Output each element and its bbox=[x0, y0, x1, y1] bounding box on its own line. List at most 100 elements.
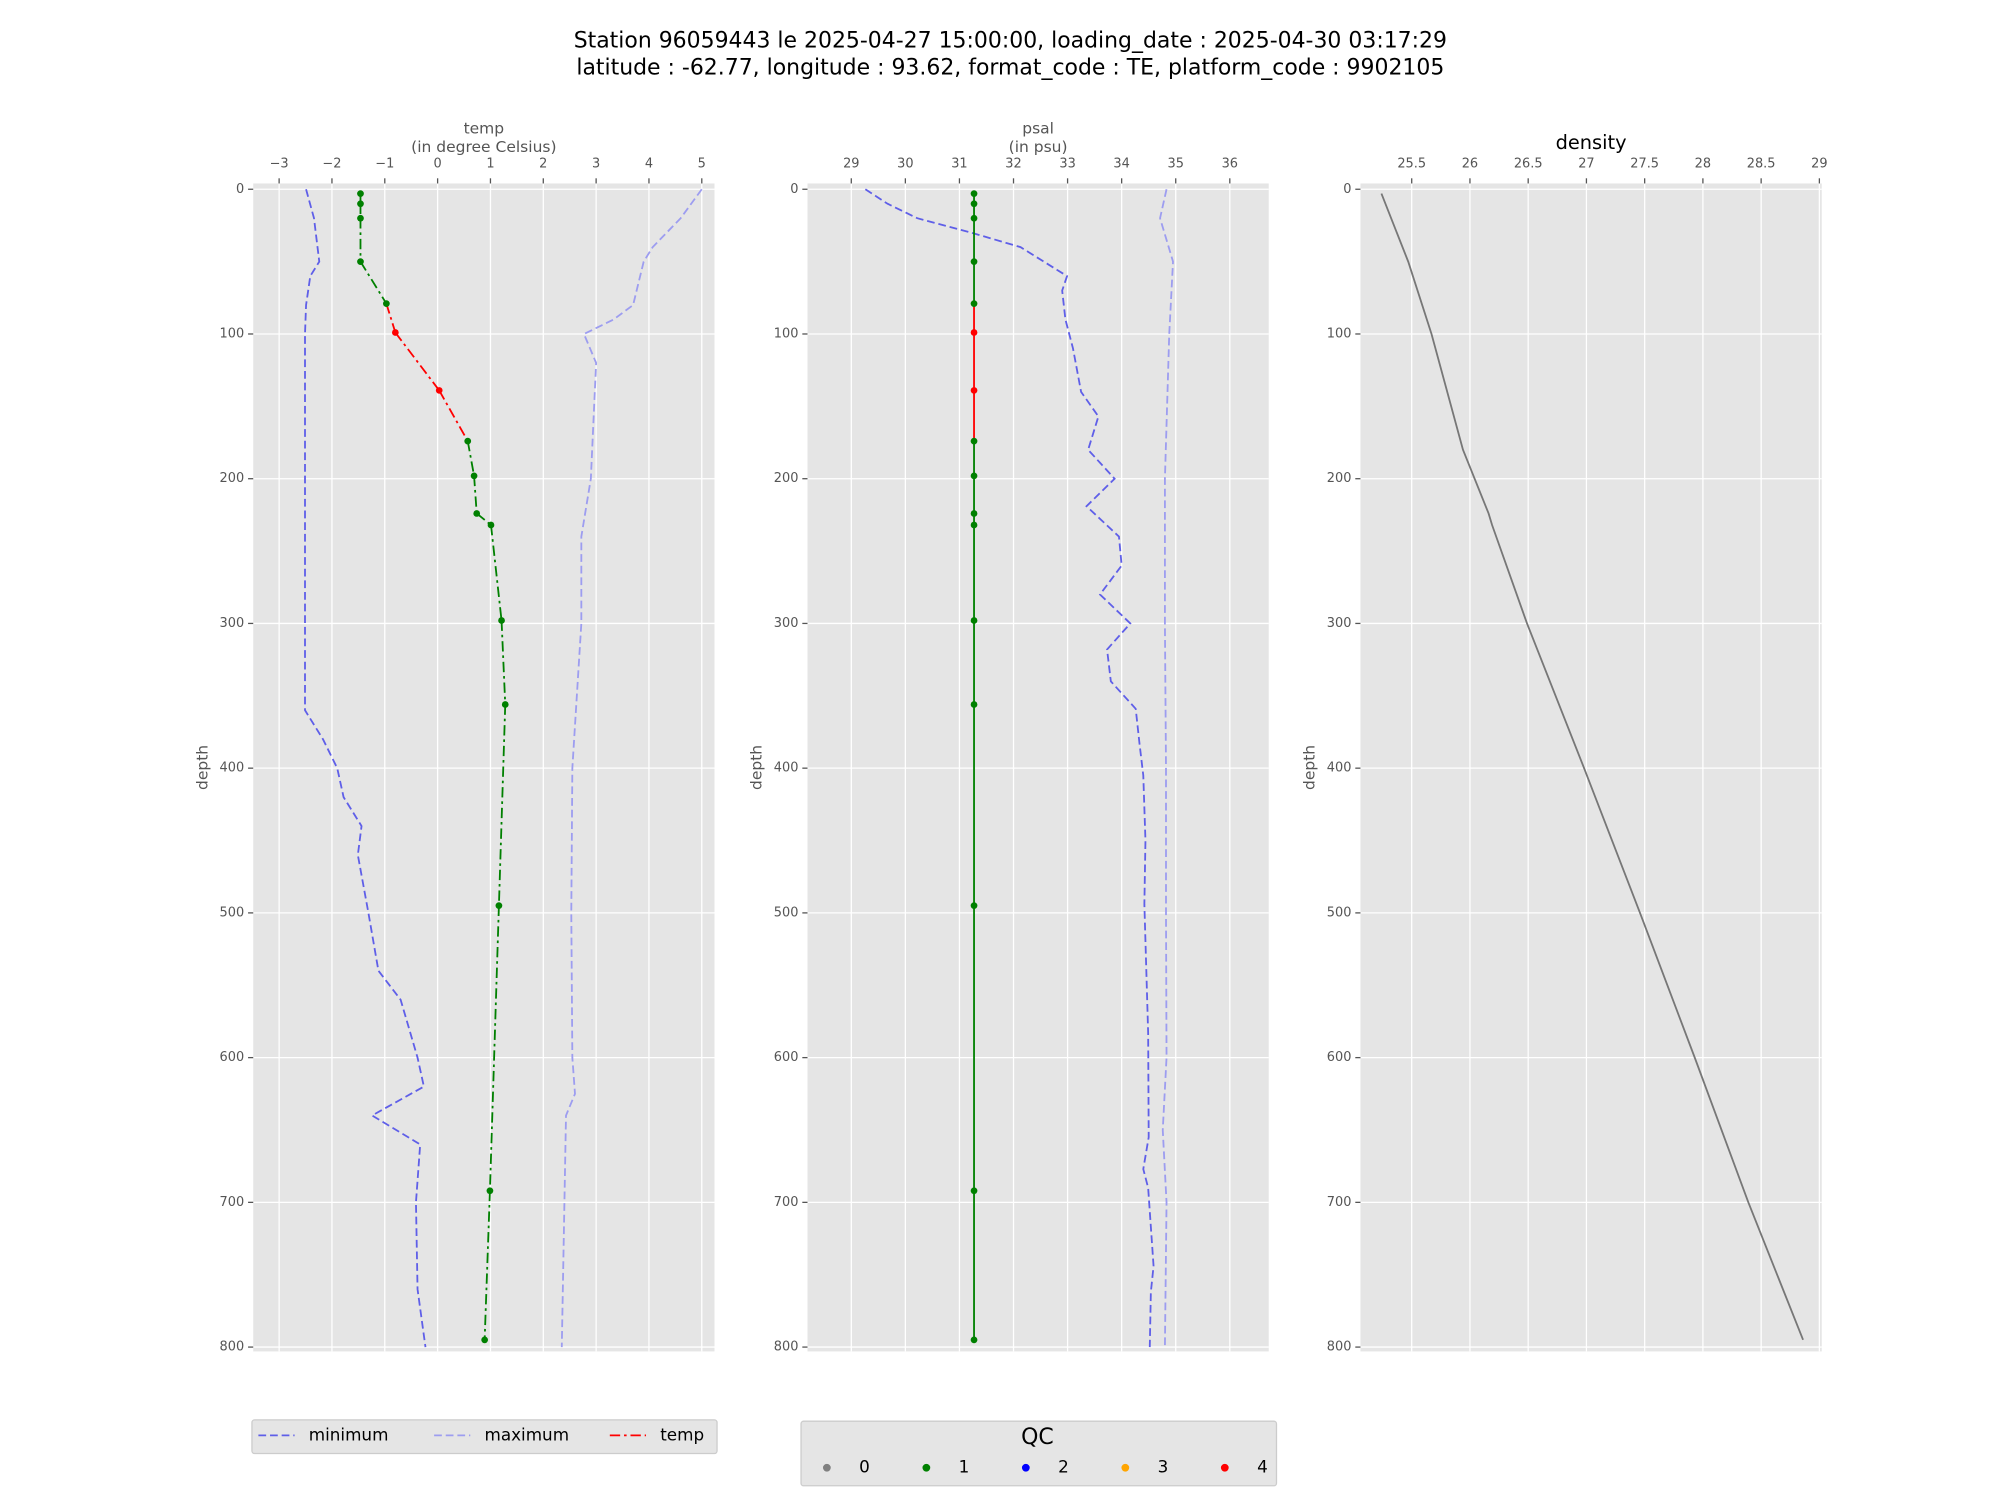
x-tick-label: 25.5 bbox=[1397, 157, 1426, 172]
legend-label: 2 bbox=[1058, 1457, 1069, 1477]
x-tick-label: 31 bbox=[951, 157, 967, 172]
x-tick-label: 0 bbox=[434, 157, 442, 172]
profile-segment bbox=[489, 905, 500, 1191]
x-axis-label: (in psu) bbox=[1009, 138, 1068, 156]
qc-point bbox=[391, 329, 399, 336]
qc-point bbox=[970, 300, 978, 307]
y-axis-label: depth bbox=[193, 745, 211, 790]
profile-segment bbox=[483, 1190, 491, 1340]
legend-marker bbox=[1220, 1463, 1229, 1472]
x-tick-label: 27 bbox=[1578, 157, 1594, 172]
legend-label: maximum bbox=[484, 1424, 569, 1444]
x-tick-label: 3 bbox=[592, 157, 600, 172]
x-tick-label: 29 bbox=[1811, 157, 1827, 172]
y-tick-label: 800 bbox=[774, 1340, 799, 1355]
qc-point bbox=[435, 387, 443, 394]
x-tick-label: 27.5 bbox=[1630, 157, 1659, 172]
y-tick-label: 200 bbox=[1327, 471, 1352, 486]
qc-point bbox=[487, 521, 495, 529]
y-axis-label: depth bbox=[1301, 745, 1319, 790]
y-tick-label: 200 bbox=[774, 471, 799, 486]
y-tick-label: 500 bbox=[1327, 905, 1352, 920]
legend-marker bbox=[1121, 1463, 1130, 1472]
qc-point bbox=[970, 190, 978, 197]
y-tick-label: 700 bbox=[774, 1195, 799, 1210]
legend-label: minimum bbox=[309, 1424, 389, 1444]
y-tick-label: 100 bbox=[774, 326, 799, 341]
qc-point bbox=[501, 701, 509, 708]
legend: minimum maximum temp bbox=[251, 1419, 718, 1455]
x-tick-label: 33 bbox=[1059, 157, 1075, 172]
y-tick-label: 400 bbox=[1327, 761, 1352, 776]
y-tick-label: 800 bbox=[220, 1340, 245, 1355]
qc-point bbox=[470, 472, 478, 480]
qc-point bbox=[473, 510, 481, 517]
profile-segment bbox=[438, 389, 469, 442]
x-tick-label: 28.5 bbox=[1747, 157, 1776, 172]
qc-point bbox=[970, 329, 978, 336]
y-tick-label: 100 bbox=[220, 326, 245, 341]
legend-marker bbox=[922, 1463, 931, 1472]
legend-marker bbox=[1021, 1463, 1030, 1472]
x-axis-label: psal bbox=[1022, 120, 1054, 138]
x-tick-label: 36 bbox=[1222, 157, 1238, 172]
qc-point bbox=[357, 258, 364, 265]
x-tick-label: −1 bbox=[375, 157, 394, 172]
legend-box bbox=[800, 1420, 1278, 1487]
y-tick-label: 300 bbox=[220, 616, 245, 631]
qc-point bbox=[357, 200, 364, 208]
y-tick-label: 400 bbox=[774, 761, 799, 776]
profile-segment bbox=[385, 303, 397, 333]
qc-point bbox=[481, 1336, 489, 1344]
y-tick-label: 700 bbox=[220, 1195, 245, 1210]
profile-line bbox=[1380, 193, 1804, 1341]
y-tick-label: 300 bbox=[774, 616, 799, 631]
panel: −3 −2 −1 0 1 2 3 4 5 0 100 200 300 400 500 600 700 800 tem… bbox=[193, 120, 715, 1355]
qc-point bbox=[383, 300, 390, 307]
y-tick-label: 0 bbox=[1343, 182, 1351, 197]
profile-line bbox=[1159, 189, 1174, 1348]
y-tick-label: 0 bbox=[790, 182, 798, 197]
y-tick-label: 700 bbox=[1327, 1195, 1352, 1210]
x-axis-label: temp bbox=[464, 120, 505, 138]
qc-point bbox=[357, 190, 364, 197]
qc-point bbox=[970, 437, 978, 445]
figure-subtitle: latitude : -62.77, longitude : 93.62, fo… bbox=[576, 55, 1444, 80]
legend-label: 3 bbox=[1158, 1457, 1169, 1477]
legend-label: temp bbox=[660, 1424, 704, 1444]
y-tick-label: 600 bbox=[774, 1050, 799, 1065]
qc-point bbox=[495, 902, 503, 910]
x-tick-label: 2 bbox=[539, 157, 547, 172]
y-tick-label: 400 bbox=[220, 761, 245, 776]
plot-area bbox=[1360, 183, 1822, 1352]
x-tick-label: 32 bbox=[1005, 157, 1021, 172]
x-tick-label: 28 bbox=[1695, 157, 1711, 172]
x-tick-label: 29 bbox=[843, 157, 859, 172]
qc-point bbox=[970, 1187, 978, 1195]
y-tick-label: 600 bbox=[1327, 1050, 1352, 1065]
x-tick-label: 26.5 bbox=[1514, 157, 1543, 172]
qc-point bbox=[970, 510, 978, 517]
qc-point bbox=[970, 214, 978, 222]
x-tick-label: −3 bbox=[270, 157, 289, 172]
qc-point bbox=[970, 521, 978, 529]
y-axis-label: depth bbox=[748, 745, 766, 790]
plot-area bbox=[253, 183, 715, 1352]
panel: 25.5 26 26.5 27 27.5 28 28.5 29 0 100 200 300 400 500… bbox=[1301, 131, 1828, 1355]
legend-label: 4 bbox=[1257, 1457, 1268, 1477]
panel-title: density bbox=[1556, 131, 1627, 154]
y-tick-label: 300 bbox=[1327, 616, 1352, 631]
qc-legend: QC 0 1 2 3 4 bbox=[800, 1420, 1278, 1487]
qc-point bbox=[970, 200, 978, 208]
x-axis-label: (in degree Celsius) bbox=[411, 138, 556, 156]
qc-point bbox=[970, 1336, 978, 1344]
x-tick-label: 35 bbox=[1168, 157, 1184, 172]
qc-point bbox=[970, 472, 978, 480]
y-tick-label: 500 bbox=[220, 905, 245, 920]
y-tick-label: 200 bbox=[220, 471, 245, 486]
x-tick-label: 26 bbox=[1462, 157, 1478, 172]
legend-marker bbox=[822, 1463, 831, 1472]
qc-point bbox=[970, 387, 978, 394]
